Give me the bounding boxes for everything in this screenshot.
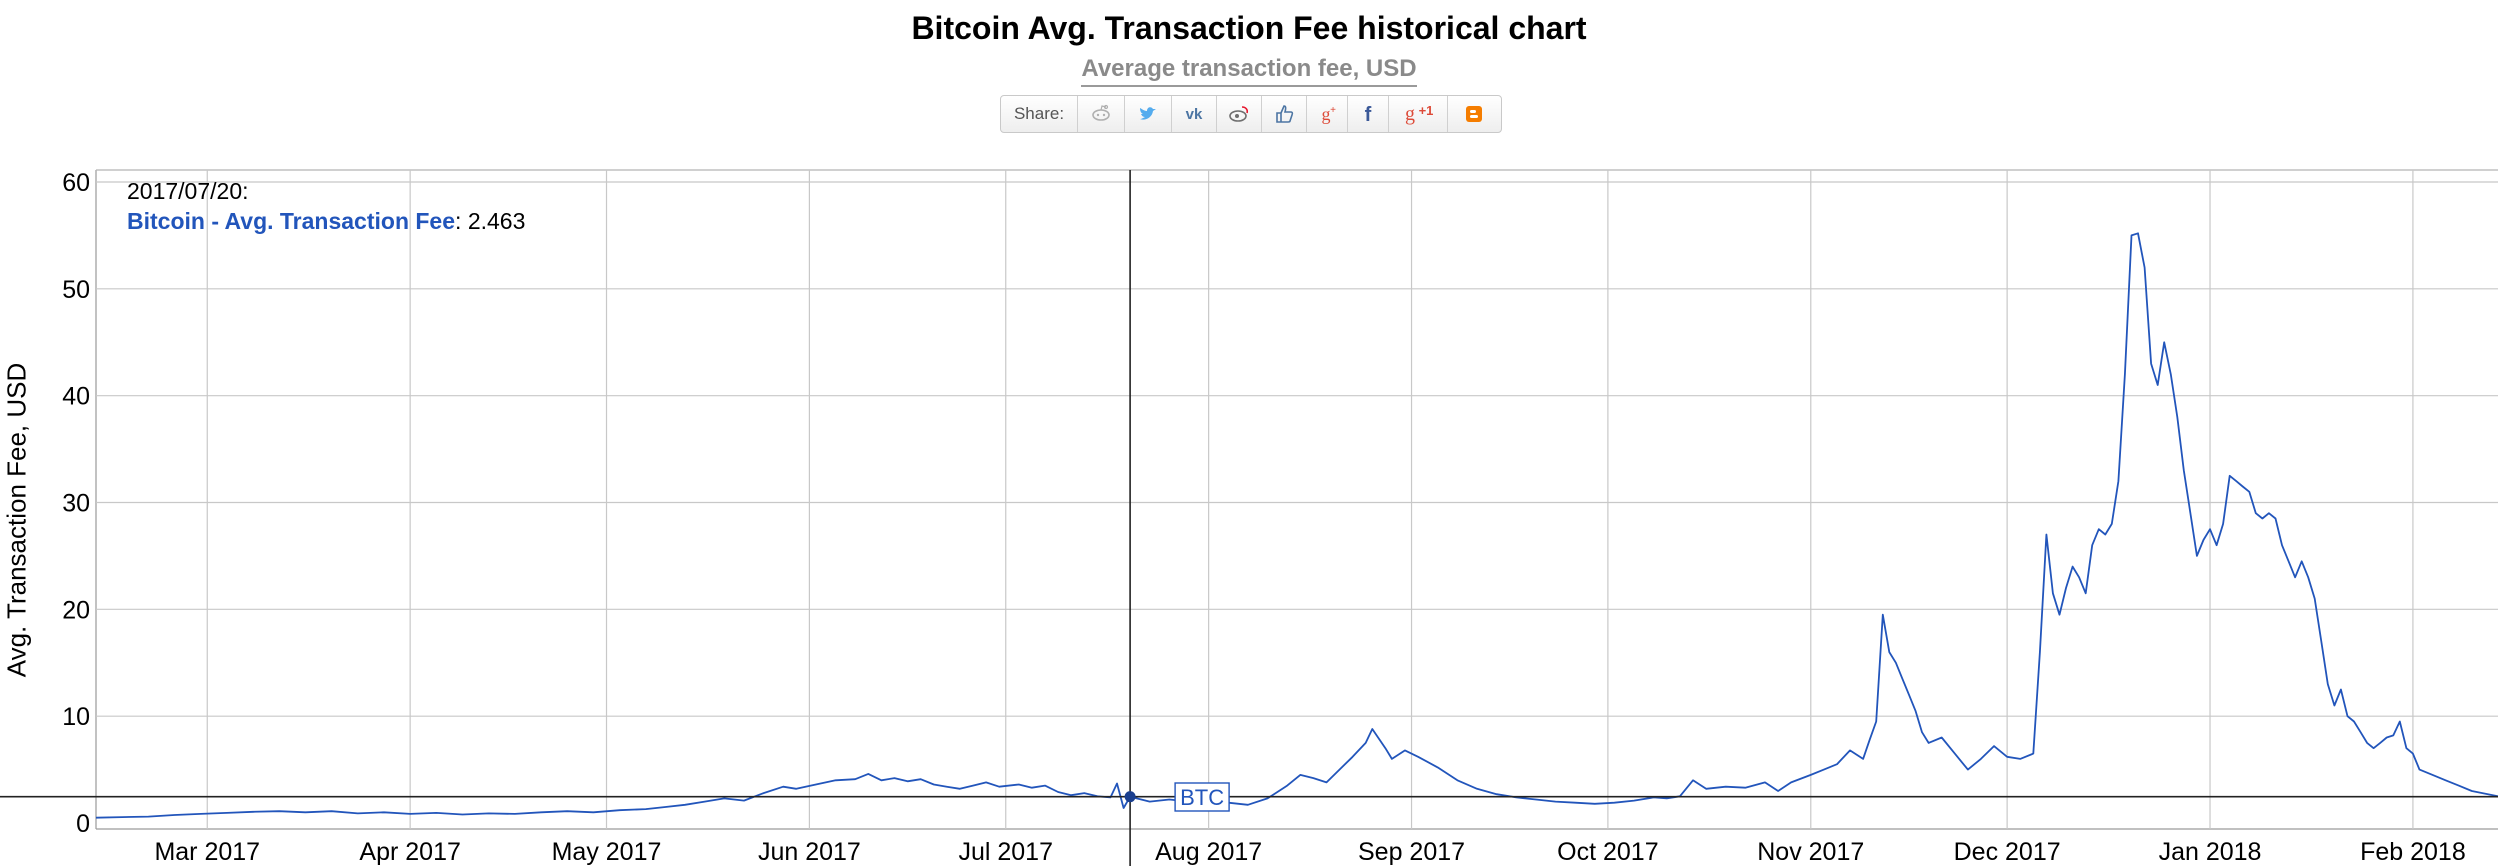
x-tick-label: Dec 2017 [1954, 838, 2061, 866]
google-plus-one-icon: g +1 [1405, 103, 1434, 125]
y-tick-label: 0 [76, 810, 90, 838]
readout-line: Bitcoin - Avg. Transaction Fee: 2.463 [127, 206, 525, 236]
svg-text:+: + [1330, 105, 1336, 116]
svg-text:+1: +1 [1419, 103, 1434, 118]
crosshair-layer [0, 170, 2498, 866]
share-like-button[interactable] [1262, 96, 1307, 132]
chart-title: Bitcoin Avg. Transaction Fee historical … [911, 10, 1587, 46]
share-toolbar: Share: vk g + f g +1 [1000, 95, 1502, 133]
google-plus-icon: g + [1322, 104, 1337, 124]
y-tick-label: 50 [62, 276, 90, 304]
annotation-layer: BTC [1174, 782, 1230, 812]
share-blogger-button[interactable] [1448, 96, 1500, 132]
y-tick-label: 60 [62, 169, 90, 197]
x-tick-label: Nov 2017 [1757, 838, 1864, 866]
share-twitter-button[interactable] [1125, 96, 1172, 132]
y-axis-label: Avg. Transaction Fee, USD [1, 362, 32, 678]
chart-subtitle-link[interactable]: Average transaction fee, USD [1081, 55, 1417, 87]
series-layer [95, 232, 2498, 819]
y-tick-label: 10 [62, 703, 90, 731]
x-tick-label: Apr 2017 [359, 838, 460, 866]
grid-layer [95, 169, 2498, 830]
svg-text:vk: vk [1186, 106, 1203, 123]
x-tick-label: Aug 2017 [1155, 838, 1262, 866]
share-facebook-button[interactable]: f [1348, 96, 1389, 132]
y-tick-label: 20 [62, 596, 90, 624]
chart-subtitle-wrap: Average transaction fee, USD [0, 55, 2498, 87]
crosshair-point [1124, 791, 1136, 803]
svg-text:g: g [1405, 103, 1415, 125]
reddit-icon [1092, 104, 1110, 121]
x-tick-label: Jun 2017 [758, 838, 861, 866]
y-tick-label: 30 [62, 490, 90, 518]
y-tick-label: 40 [62, 383, 90, 411]
share-weibo-button[interactable] [1217, 96, 1262, 132]
annotation-flag-box[interactable] [1174, 782, 1230, 812]
y-tick-labels: 0 10 20 30 40 50 60 [62, 169, 90, 838]
x-tick-label: Oct 2017 [1557, 838, 1658, 866]
x-tick-label: Feb 2018 [2360, 838, 2466, 866]
x-tick-label: May 2017 [552, 838, 662, 866]
share-vk-button[interactable]: vk [1172, 96, 1217, 132]
svg-text:g: g [1322, 104, 1331, 124]
share-google-plus-button[interactable]: g + [1307, 96, 1348, 132]
share-google-plus-one-button[interactable]: g +1 [1389, 96, 1448, 132]
share-reddit-button[interactable] [1078, 96, 1125, 132]
crosshair-readout: 2017/07/20: Bitcoin - Avg. Transaction F… [127, 176, 525, 236]
x-tick-labels: Mar 2017 Apr 2017 May 2017 Jun 2017 Jul 2017… [154, 838, 2465, 866]
twitter-icon [1140, 107, 1156, 120]
series-line [95, 232, 2498, 819]
readout-date: 2017/07/20: [127, 178, 249, 204]
thumbs-up-icon [1276, 105, 1294, 123]
vk-icon: vk [1186, 106, 1203, 123]
weibo-icon [1229, 106, 1249, 122]
share-label: Share: [1001, 96, 1078, 132]
x-tick-label: Jan 2018 [2159, 838, 2262, 866]
readout-separator: : [455, 208, 468, 234]
readout-value: 2.463 [467, 208, 526, 234]
x-tick-label: Mar 2017 [154, 838, 260, 866]
x-tick-label: Sep 2017 [1358, 838, 1465, 866]
annotation-flag-label: BTC [1180, 785, 1224, 810]
blogger-icon [1466, 106, 1482, 122]
x-tick-label: Jul 2017 [958, 838, 1053, 866]
readout-series-name: Bitcoin - Avg. Transaction Fee [127, 208, 456, 234]
facebook-icon: f [1365, 104, 1372, 125]
svg-text:f: f [1365, 104, 1372, 125]
